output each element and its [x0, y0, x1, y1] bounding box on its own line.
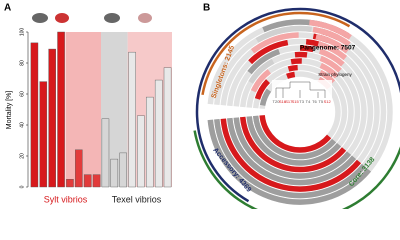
strain-label: T4 — [306, 99, 311, 104]
ring-segment — [317, 41, 348, 61]
ring-segment — [250, 69, 272, 93]
group-label: Sylt vibrios — [44, 194, 88, 204]
ring-core — [207, 119, 372, 205]
bar — [163, 67, 172, 188]
ring-core — [252, 115, 337, 160]
ring-core — [239, 116, 347, 173]
ring-core — [246, 116, 342, 166]
bar — [119, 152, 127, 188]
ring-segment — [315, 33, 350, 54]
accessory-arc — [195, 7, 400, 203]
core-arc — [193, 130, 400, 209]
dendrogram-box — [272, 80, 332, 98]
oyster-icons — [32, 13, 152, 23]
strain-label: T5 — [318, 99, 323, 104]
dendrogram — [275, 81, 326, 98]
bar — [154, 79, 163, 188]
bar — [48, 48, 56, 188]
y-axis-label: Mortality [%] — [6, 91, 13, 130]
bar — [128, 51, 136, 188]
panel-label: A — [4, 3, 11, 14]
strain-label: S12 — [324, 99, 332, 104]
panel-label: B — [203, 3, 210, 14]
y-tick-label: 80 — [19, 60, 25, 66]
figure: A B Mortality [%] Pangenome: 7507 Strain… — [4, 3, 400, 209]
bar — [57, 31, 65, 188]
ring-segment — [319, 62, 339, 79]
ring-segment — [259, 88, 272, 107]
y-tick-label: 40 — [19, 122, 25, 128]
ring-segment — [255, 25, 313, 43]
y-tick-label: 60 — [19, 91, 25, 97]
ring-segment — [248, 39, 289, 65]
y-tick-label: 100 — [19, 28, 25, 37]
ring-core — [214, 119, 367, 199]
phylogeny-label: Strain phylogeny — [318, 72, 352, 77]
ring-core — [259, 114, 332, 153]
bar — [146, 96, 154, 188]
bar — [39, 81, 48, 188]
group-background — [65, 32, 101, 187]
ring-core — [227, 117, 357, 186]
strain-label: S17 — [285, 99, 293, 104]
ring-segment — [312, 26, 351, 47]
group-label: Texel vibrios — [112, 194, 162, 204]
bar — [83, 174, 92, 188]
bar — [101, 118, 110, 188]
bar — [66, 179, 74, 188]
ring-segment — [318, 48, 345, 67]
strain-label: T3 — [299, 99, 304, 104]
strain-label: T6 — [312, 99, 317, 104]
bar — [110, 158, 119, 188]
ring-core — [220, 118, 362, 192]
ring-segment — [287, 64, 298, 72]
bar — [30, 42, 39, 188]
ring-core — [233, 117, 352, 179]
ring-segment — [286, 71, 296, 79]
pangenome-label: Pangenome: 7507 — [300, 45, 356, 52]
strain-label: S15 — [292, 99, 300, 104]
strain-label: S16 — [279, 99, 287, 104]
ring-segment — [319, 55, 342, 73]
singletons-arc — [201, 11, 351, 96]
ring-segment — [318, 69, 336, 85]
ring-segment — [290, 58, 302, 65]
ring-segment — [248, 58, 275, 84]
bar — [137, 115, 145, 188]
strain-label: T20 — [273, 99, 281, 104]
bar — [92, 174, 101, 188]
y-tick-label: 0 — [19, 185, 25, 188]
pangenome-rings — [193, 7, 400, 209]
y-tick-label: 20 — [19, 153, 25, 159]
ring-segment — [309, 19, 352, 40]
ring-segment — [250, 32, 299, 54]
bar — [75, 149, 83, 188]
ring-segment — [299, 45, 314, 53]
ring-segment — [254, 79, 271, 100]
ring-segment — [247, 48, 281, 75]
